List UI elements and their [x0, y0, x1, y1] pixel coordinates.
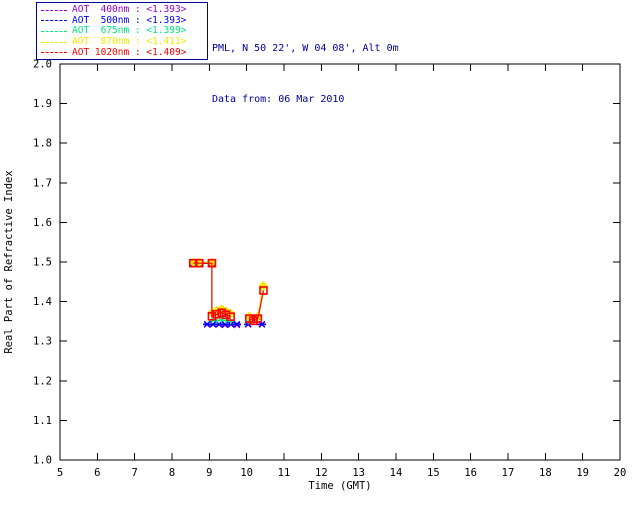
- legend-dash-line: [41, 52, 67, 54]
- x-tick-label: 10: [240, 467, 253, 479]
- legend-dash-line: [41, 41, 67, 43]
- y-tick-label: 2.0: [33, 59, 52, 71]
- legend-box: AOT 400nm : <1.393> AOT 500nm : <1.393> AO…: [36, 2, 208, 60]
- data-point-marker: [213, 317, 220, 324]
- x-axis-title: Time (GMT): [308, 480, 372, 492]
- legend-label: AOT 400nm : <1.393>: [72, 4, 187, 16]
- x-tick-label: 19: [576, 467, 589, 479]
- data-point-marker: [253, 314, 263, 323]
- y-tick-label: 1.0: [33, 455, 52, 467]
- data-point-marker: [249, 316, 258, 325]
- y-tick-label: 1.6: [33, 217, 52, 229]
- legend-label: AOT 1020nm : <1.409>: [72, 46, 187, 58]
- data-point-marker: [221, 310, 231, 319]
- date-title: Data from: 06 Mar 2010: [212, 94, 345, 105]
- x-tick-label: 13: [352, 467, 365, 479]
- x-tick-label: 5: [57, 467, 63, 479]
- axes-box: [59, 63, 621, 461]
- y-tick-label: 1.7: [33, 177, 52, 189]
- legend-dash-line: [41, 20, 67, 22]
- y-tick-label: 1.9: [33, 98, 52, 110]
- legend-dash-line: [41, 9, 67, 11]
- x-tick-label: 14: [390, 467, 403, 479]
- y-tick-label: 1.5: [33, 257, 52, 269]
- data-point-marker: [194, 258, 204, 268]
- data-point-marker: [207, 311, 217, 321]
- x-tick-label: 17: [502, 467, 515, 479]
- y-tick-label: 1.3: [33, 336, 52, 348]
- data-point-marker: [218, 316, 225, 323]
- y-tick-label: 1.2: [33, 375, 52, 387]
- x-tick-label: 12: [315, 467, 328, 479]
- data-point-marker: [259, 286, 268, 295]
- title-block: PML, N 50 22', W 04 08', Alt 0m Data fro…: [212, 6, 399, 142]
- series-line: [249, 290, 265, 322]
- legend-entry: AOT 675nm : <1.399>: [41, 26, 203, 37]
- x-tick-label: 9: [206, 467, 212, 479]
- legend-entry: AOT 500nm : <1.393>: [41, 14, 203, 27]
- legend-label: AOT 870nm : <1.411>: [72, 36, 187, 48]
- x-tick-label: 15: [427, 467, 440, 479]
- x-tick-label: 11: [278, 467, 291, 479]
- legend-entry: AOT 870nm : <1.411>: [41, 37, 203, 48]
- x-tick-label: 20: [614, 467, 627, 479]
- y-tick-label: 1.8: [33, 138, 52, 150]
- legend-entry: AOT 1020nm : <1.409>: [41, 47, 203, 58]
- x-tick-label: 18: [539, 467, 552, 479]
- y-axis-title: Real Part of Refractive Index: [3, 170, 15, 354]
- data-point-marker: [207, 258, 217, 268]
- x-tick-label: 7: [132, 467, 138, 479]
- data-point-marker: [226, 312, 235, 321]
- x-tick-label: 6: [94, 467, 100, 479]
- legend-label: AOT 675nm : <1.399>: [72, 25, 187, 37]
- legend-label: AOT 500nm : <1.393>: [72, 14, 187, 26]
- data-point-marker: [212, 309, 222, 319]
- data-point-marker: [232, 320, 241, 328]
- legend-dash-line: [41, 30, 67, 32]
- legend-entry: AOT 400nm : <1.393>: [41, 5, 203, 16]
- site-title: PML, N 50 22', W 04 08', Alt 0m: [212, 43, 399, 54]
- data-point-marker: [217, 308, 226, 317]
- y-tick-label: 1.4: [33, 296, 52, 308]
- x-tick-label: 8: [169, 467, 175, 479]
- y-tick-label: 1.1: [33, 415, 52, 427]
- x-tick-label: 16: [464, 467, 477, 479]
- data-point-marker: [188, 258, 198, 268]
